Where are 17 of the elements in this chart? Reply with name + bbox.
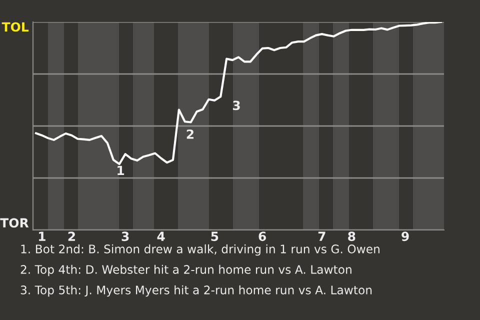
text: TOL xyxy=(2,22,29,32)
x-tick-label: 4 xyxy=(157,232,165,241)
text: TOR xyxy=(0,218,29,228)
x-tick-label: 1 xyxy=(38,232,46,241)
annotation: 1 xyxy=(118,166,124,175)
x-tick-label: 2 xyxy=(68,232,75,241)
x-tick-label: 3 xyxy=(122,232,129,242)
x-tick-label: 9 xyxy=(402,232,409,242)
text: 1. Bot 2nd: B. Simon drew a walk, driving in 1 run vs G. Owen xyxy=(21,244,380,256)
x-tick-label: 8 xyxy=(348,232,356,242)
x-tick-label: 7 xyxy=(318,232,326,241)
text: 2. Top 4th: D. Webster hit a 2-run home run vs A. Lawton xyxy=(20,264,352,276)
x-tick-label: 6 xyxy=(258,232,266,242)
text: 3. Top 5th: J. Myers Myers hit a 2-run home run vs A. Lawton xyxy=(20,285,372,297)
annotation: 3 xyxy=(232,100,240,110)
x-tick-label: 5 xyxy=(211,232,218,242)
annotation: 2 xyxy=(186,129,194,139)
